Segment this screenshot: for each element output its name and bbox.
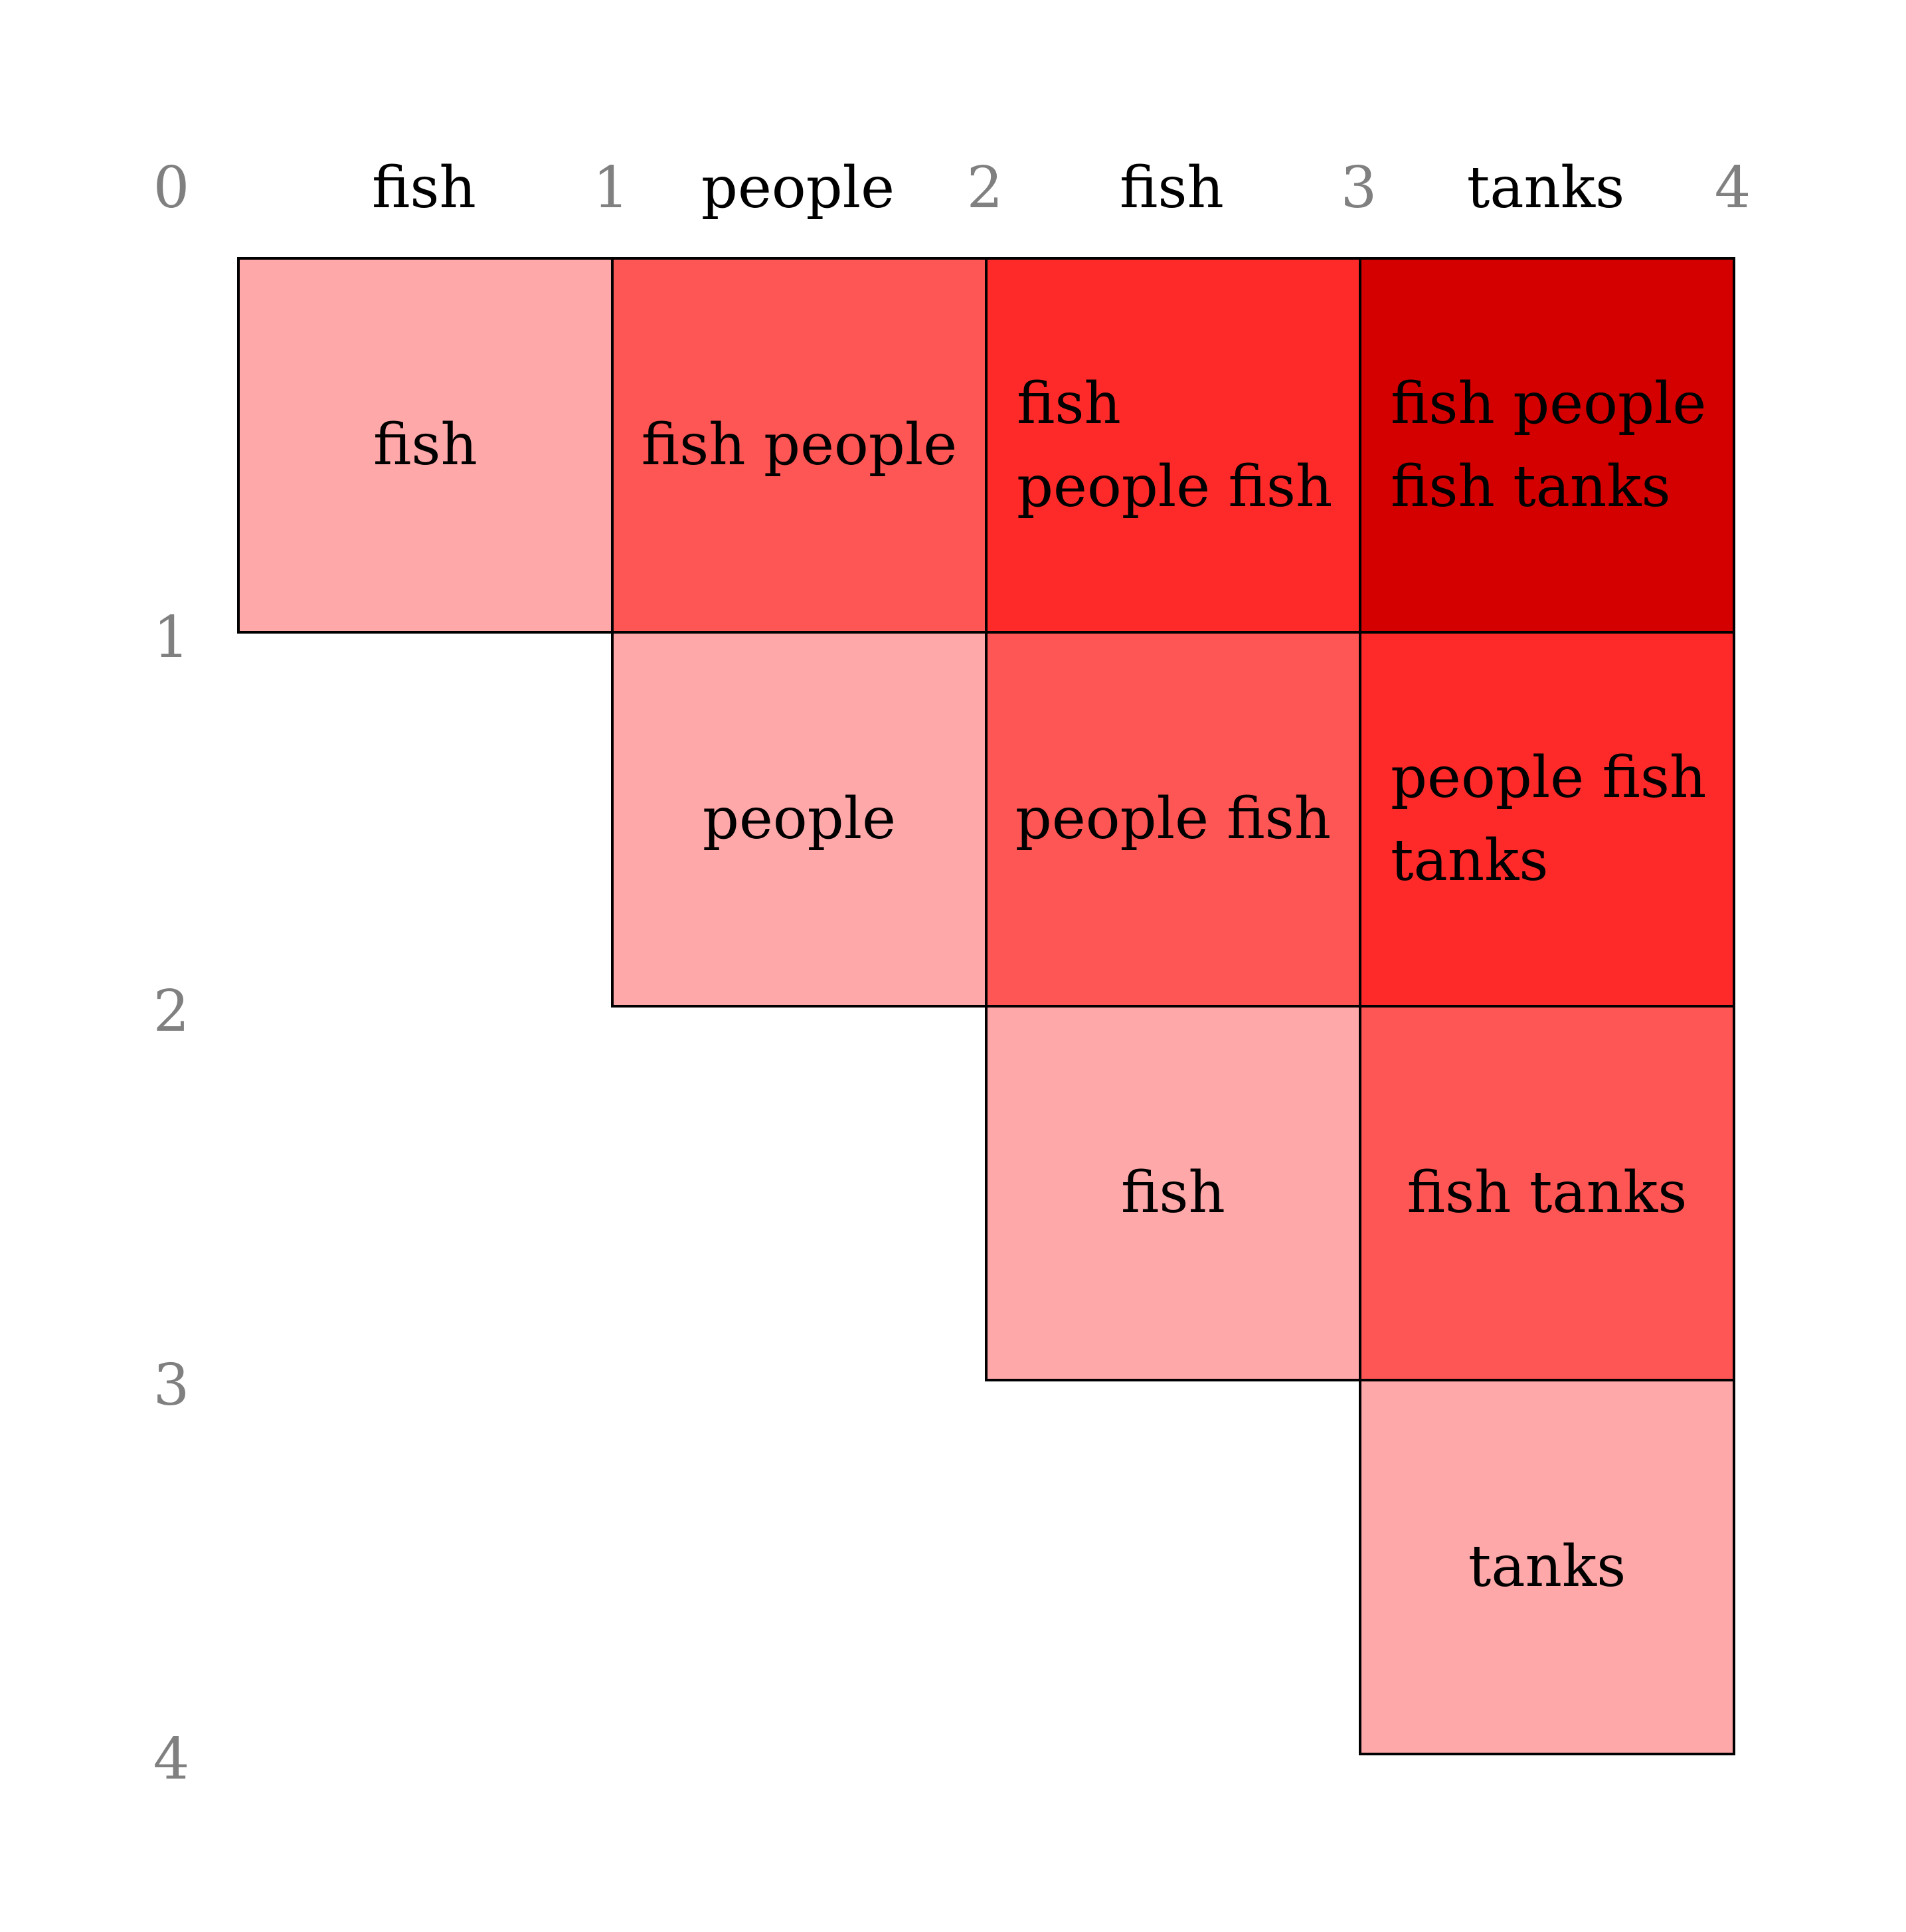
top-boundary-index: 0	[153, 155, 190, 221]
left-boundary-index: 1	[153, 604, 190, 671]
chart-cell-label: fish people fish tanks	[1391, 370, 1707, 520]
top-boundary-index: 1	[592, 155, 630, 221]
chart-cell: tanks	[1359, 1379, 1735, 1755]
chart-cell: fish people	[611, 257, 988, 634]
chart-cell-label: fish people fish	[1017, 370, 1333, 520]
top-boundary-index: 2	[966, 155, 1003, 221]
top-boundary-index: 3	[1340, 155, 1377, 221]
chart-cell-label: fish people	[641, 412, 958, 479]
chart-cell: fish people fish tanks	[1359, 257, 1735, 634]
sentence-word: tanks	[1466, 155, 1625, 221]
top-boundary-index: 4	[1714, 155, 1751, 221]
chart-cell-label: fish tanks	[1407, 1160, 1688, 1227]
chart-cell: fish people fish	[985, 257, 1361, 634]
left-boundary-index: 3	[153, 1352, 190, 1419]
chart-cell-label: fish	[1121, 1160, 1225, 1227]
chart-cell: fish tanks	[1359, 1005, 1735, 1381]
sentence-word: people	[701, 155, 895, 221]
left-boundary-index: 2	[153, 978, 190, 1045]
chart-cell-label: people fish tanks	[1391, 744, 1707, 894]
chart-cell-label: fish	[373, 412, 477, 479]
left-boundary-index: 4	[153, 1726, 190, 1793]
chart-cell-label: tanks	[1468, 1534, 1626, 1601]
chart-cell: fish	[237, 257, 614, 634]
sentence-word: fish	[1120, 155, 1224, 221]
chart-cell: people fish tanks	[1359, 631, 1735, 1008]
chart-cell: fish	[985, 1005, 1361, 1381]
chart-cell: people fish	[985, 631, 1361, 1008]
chart-cell-label: people fish	[1015, 786, 1332, 853]
chart-cell: people	[611, 631, 988, 1008]
chart-cell-label: people	[702, 786, 897, 853]
sentence-word: fish	[372, 155, 476, 221]
